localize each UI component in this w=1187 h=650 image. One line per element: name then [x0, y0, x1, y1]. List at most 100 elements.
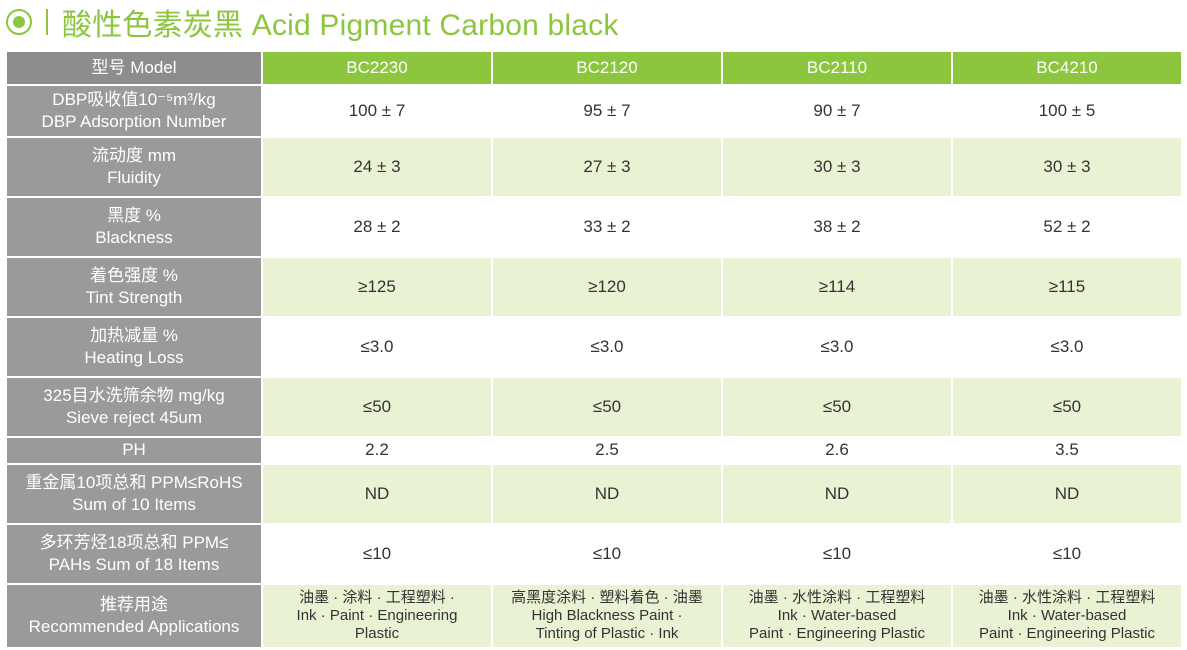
table-cell: 33 ± 2: [491, 196, 723, 258]
table-cell: ≤50: [261, 376, 493, 438]
application-cell: 油墨 · 涂料 · 工程塑料 · Ink · Paint · Engineerin…: [261, 583, 493, 649]
table-cell: ≥115: [951, 256, 1183, 318]
table-cell: 2.2: [261, 436, 493, 465]
application-en: Ink · Water-based: [1007, 606, 1127, 624]
table-row: 流动度 mm Fluidity 24 ± 3 27 ± 3 30 ± 3 30 ±…: [5, 136, 1183, 198]
table-row: 加热减量 % Heating Loss ≤3.0 ≤3.0 ≤3.0 ≤3.0: [5, 316, 1183, 378]
row-label-cn: PH: [122, 440, 146, 460]
application-en: Paint · Engineering Plastic: [979, 625, 1155, 643]
row-label: DBP吸收值10⁻⁵m³/kg DBP Adsorption Number: [5, 84, 263, 138]
row-label-cn: 推荐用途: [100, 594, 168, 614]
row-label-en: Tint Strength: [85, 288, 183, 307]
table-row: 黑度 % Blackness 28 ± 2 33 ± 2 38 ± 2 52 ± …: [5, 196, 1183, 258]
application-en: Tinting of Plastic · Ink: [535, 625, 679, 643]
table-row: DBP吸收值10⁻⁵m³/kg DBP Adsorption Number 100…: [5, 84, 1183, 138]
table-cell: ≤50: [951, 376, 1183, 438]
application-en: Plastic: [354, 625, 400, 643]
page-header: 酸性色素炭黑 Acid Pigment Carbon black: [0, 0, 1187, 44]
row-label-en: Fluidity: [107, 168, 161, 187]
table-cell: 52 ± 2: [951, 196, 1183, 258]
application-cn: 油墨 · 水性涂料 · 工程塑料: [748, 588, 926, 606]
table-row: 重金属10项总和 PPM≤RoHS Sum of 10 Items ND ND N…: [5, 463, 1183, 525]
table-cell: 24 ± 3: [261, 136, 493, 198]
table-cell: 90 ± 7: [721, 84, 953, 138]
table-cell: ≤10: [721, 523, 953, 585]
table-cell: 100 ± 7: [261, 84, 493, 138]
page-title: 酸性色素炭黑 Acid Pigment Carbon black: [62, 9, 619, 42]
table-cell: 38 ± 2: [721, 196, 953, 258]
row-label: 黑度 % Blackness: [5, 196, 263, 258]
row-label: 325目水洗筛余物 mg/kg Sieve reject 45um: [5, 376, 263, 438]
application-cell: 油墨 · 水性涂料 · 工程塑料 Ink · Water-based Paint ·…: [721, 583, 953, 649]
row-label: 重金属10项总和 PPM≤RoHS Sum of 10 Items: [5, 463, 263, 525]
title-divider: [46, 9, 48, 35]
row-label-cn: 多环芳烃18项总和 PPM≤: [39, 532, 229, 552]
table-row: 推荐用途 Recommended Applications 油墨 · 涂料 · 工…: [5, 583, 1183, 649]
table-cell: ≥120: [491, 256, 723, 318]
row-label: 着色强度 % Tint Strength: [5, 256, 263, 318]
table-cell: ≤10: [951, 523, 1183, 585]
table-cell: 27 ± 3: [491, 136, 723, 198]
row-label-en: Sum of 10 Items: [72, 495, 196, 514]
row-label-cn: 加热减量 %: [90, 325, 178, 345]
table-cell: 28 ± 2: [261, 196, 493, 258]
model-header-bc2110: BC2110: [721, 50, 953, 86]
table-cell: 3.5: [951, 436, 1183, 465]
table-row: PH 2.2 2.5 2.6 3.5: [5, 436, 1183, 465]
table-cell: ≤3.0: [951, 316, 1183, 378]
model-header-bc4210: BC4210: [951, 50, 1183, 86]
row-label: 流动度 mm Fluidity: [5, 136, 263, 198]
model-header-label: 型号 Model: [5, 50, 263, 86]
table-cell: 95 ± 7: [491, 84, 723, 138]
table-cell: ≤3.0: [261, 316, 493, 378]
row-label-cn: 325目水洗筛余物 mg/kg: [43, 385, 225, 405]
application-cn: 油墨 · 涂料 · 工程塑料 ·: [299, 588, 455, 606]
row-label-cn: 重金属10项总和 PPM≤RoHS: [25, 472, 243, 492]
row-label-en: Recommended Applications: [28, 617, 240, 636]
row-label-en: Sieve reject 45um: [65, 408, 203, 427]
row-label-cn: DBP吸收值10⁻⁵m³/kg: [52, 89, 216, 109]
application-en: Ink · Water-based: [777, 606, 897, 624]
table-cell: 2.6: [721, 436, 953, 465]
spec-table: 型号 Model BC2230 BC2120 BC2110 BC4210 DBP…: [5, 50, 1183, 649]
row-label: 加热减量 % Heating Loss: [5, 316, 263, 378]
row-label: PH: [5, 436, 263, 465]
table-row: 多环芳烃18项总和 PPM≤ PAHs Sum of 18 Items ≤10 ≤…: [5, 523, 1183, 585]
row-label-cn: 流动度 mm: [91, 145, 177, 165]
table-cell: ≤50: [721, 376, 953, 438]
application-cell: 油墨 · 水性涂料 · 工程塑料 Ink · Water-based Paint ·…: [951, 583, 1183, 649]
table-cell: ≤3.0: [721, 316, 953, 378]
table-cell: ≤10: [261, 523, 493, 585]
table-cell: ND: [261, 463, 493, 525]
table-cell: ND: [951, 463, 1183, 525]
table-cell: 2.5: [491, 436, 723, 465]
table-cell: ND: [721, 463, 953, 525]
row-label-en: Blackness: [95, 228, 173, 247]
row-label-en: DBP Adsorption Number: [41, 112, 227, 131]
table-cell: 100 ± 5: [951, 84, 1183, 138]
table-header-row: 型号 Model BC2230 BC2120 BC2110 BC4210: [5, 50, 1183, 86]
table-cell: ≤3.0: [491, 316, 723, 378]
table-cell: 30 ± 3: [951, 136, 1183, 198]
row-label-cn: 着色强度 %: [90, 265, 178, 285]
table-row: 325目水洗筛余物 mg/kg Sieve reject 45um ≤50 ≤50…: [5, 376, 1183, 438]
application-en: Ink · Paint · Engineering: [296, 606, 458, 624]
row-label: 推荐用途 Recommended Applications: [5, 583, 263, 649]
model-header-bc2120: BC2120: [491, 50, 723, 86]
table-row: 着色强度 % Tint Strength ≥125 ≥120 ≥114 ≥115: [5, 256, 1183, 318]
application-cell: 高黑度涂料 · 塑料着色 · 油墨 High Blackness Paint · T…: [491, 583, 723, 649]
table-cell: ≥125: [261, 256, 493, 318]
row-label-cn: 黑度 %: [107, 205, 161, 225]
application-en: Paint · Engineering Plastic: [749, 625, 925, 643]
table-cell: 30 ± 3: [721, 136, 953, 198]
row-label-en: PAHs Sum of 18 Items: [48, 555, 220, 574]
application-cn: 油墨 · 水性涂料 · 工程塑料: [978, 588, 1156, 606]
application-cn: 高黑度涂料 · 塑料着色 · 油墨: [511, 588, 703, 606]
table-cell: ≤10: [491, 523, 723, 585]
row-label: 多环芳烃18项总和 PPM≤ PAHs Sum of 18 Items: [5, 523, 263, 585]
application-en: High Blackness Paint ·: [531, 606, 683, 624]
table-cell: ND: [491, 463, 723, 525]
table-cell: ≤50: [491, 376, 723, 438]
row-label-en: Heating Loss: [84, 348, 184, 367]
model-header-bc2230: BC2230: [261, 50, 493, 86]
